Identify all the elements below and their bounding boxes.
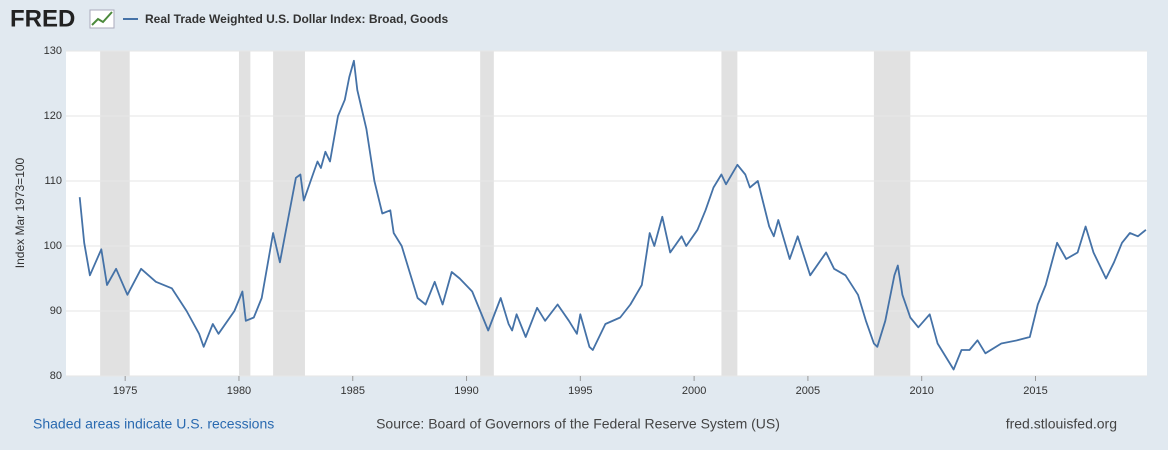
recession-band (873, 51, 911, 376)
y-tick-label: 80 (50, 370, 62, 382)
y-tick-label: 130 (44, 45, 62, 57)
x-tick-label: 1980 (227, 385, 251, 397)
legend-label: Real Trade Weighted U.S. Dollar Index: B… (145, 12, 448, 26)
y-tick-label: 90 (50, 305, 62, 317)
footer-note[interactable]: Shaded areas indicate U.S. recessions (33, 416, 274, 432)
y-tick-label: 100 (44, 240, 62, 252)
x-tick-label: 2000 (682, 385, 706, 397)
y-tick-label: 110 (44, 175, 62, 187)
y-tick-label: 120 (44, 110, 62, 122)
x-tick-label: 1985 (341, 385, 365, 397)
footer-source: Source: Board of Governors of the Federa… (376, 416, 780, 432)
x-tick-label: 2015 (1023, 385, 1047, 397)
logo-icon (89, 9, 115, 29)
x-tick-label: 1990 (454, 385, 478, 397)
x-tick-label: 2005 (796, 385, 820, 397)
recession-band (100, 51, 130, 376)
x-tick-label: 1975 (113, 385, 137, 397)
footer-url[interactable]: fred.stlouisfed.org (1006, 416, 1117, 432)
recession-band (721, 51, 738, 376)
data-line (78, 59, 1147, 371)
logo: FRED (10, 5, 75, 32)
x-tick-label: 1995 (568, 385, 592, 397)
recession-band (238, 51, 251, 376)
recession-band (480, 51, 494, 376)
plot-area (66, 51, 1147, 376)
y-axis-label: Index Mar 1973=100 (13, 157, 27, 268)
x-tick-label: 2010 (909, 385, 933, 397)
